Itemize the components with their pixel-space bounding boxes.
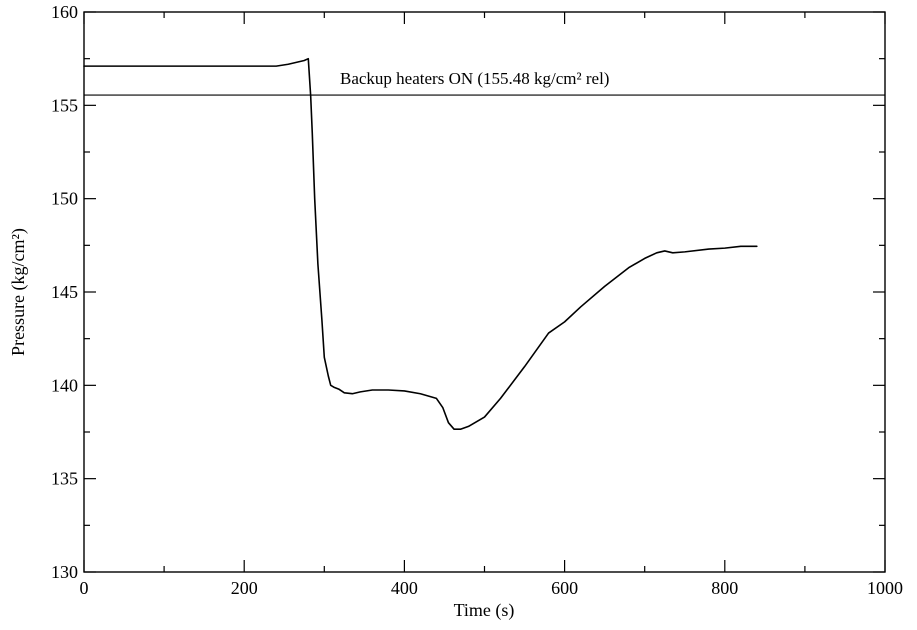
reference-layer: Backup heaters ON (155.48 kg/cm² rel) [84,69,885,96]
x-tick-label: 0 [80,578,89,598]
backup-heaters-annotation: Backup heaters ON (155.48 kg/cm² rel) [340,69,609,88]
y-axis-title: Pressure (kg/cm²) [8,228,29,356]
x-tick-label: 800 [711,578,738,598]
y-tick-label: 150 [51,189,78,209]
y-tick-label: 140 [51,375,78,395]
y-tick-label: 160 [51,2,78,22]
pressure-line-series [83,57,758,430]
y-tick-label: 135 [51,469,78,489]
plot-frame [83,11,886,573]
y-tick-label: 145 [51,282,78,302]
labels-layer: 0 200 400 600 800 1000 130 135 140 145 150 155 160 [51,2,903,598]
y-tick-label: 130 [51,562,78,582]
ticks-layer [83,11,886,573]
x-axis-title: Time (s) [454,600,515,621]
x-tick-label: 600 [551,578,578,598]
series-layer [83,57,758,430]
x-tick-label: 200 [231,578,258,598]
y-tick-label: 155 [51,95,78,115]
x-tick-label: 400 [391,578,418,598]
x-tick-label: 1000 [867,578,903,598]
